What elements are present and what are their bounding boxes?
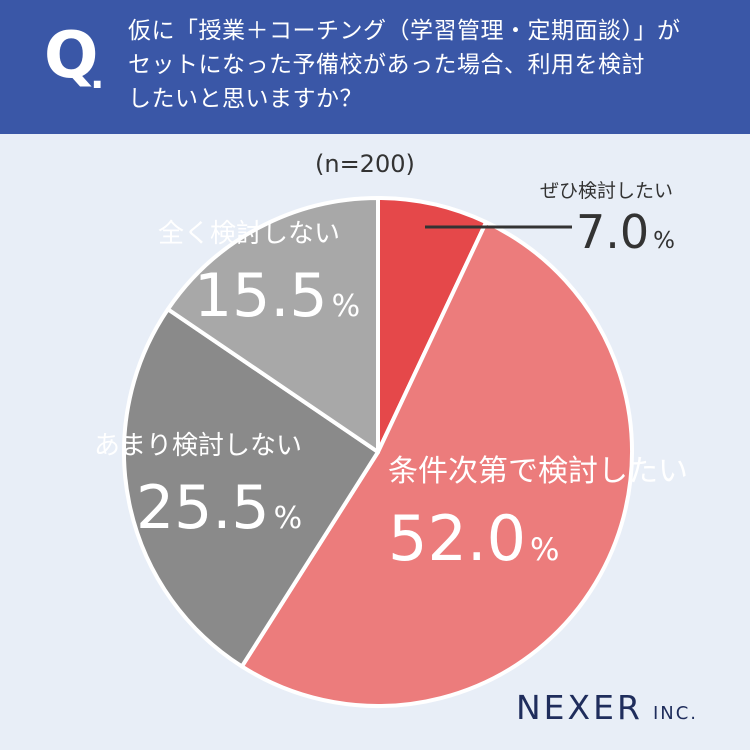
slice-value: 15.5 [194,261,328,331]
percent-unit: % [653,228,676,254]
question-header: Q . 仮に「授業＋コーチング（学習管理・定期面談）」が セットになった予備校が… [0,0,750,134]
question-line: したいと思いますか？ [128,86,363,112]
pie-slices [122,196,634,708]
slice-value: 52.0 [388,502,527,575]
question-line: 仮に「授業＋コーチング（学習管理・定期面談）」が [128,18,681,44]
slice-conditional [239,220,634,708]
percent-unit: % [273,501,303,536]
sample-size: (n=200) [315,150,415,178]
question-line: セットになった予備校があった場合、利用を検討 [128,52,645,78]
slice-percent: 7.0% [576,209,675,255]
percent-unit: % [530,532,560,568]
slice-name: 条件次第で検討したい [388,454,688,489]
slice-value: 7.0 [576,205,650,259]
percent-unit: % [331,289,361,324]
slice-name: あまり検討しない [94,431,303,461]
logo-main: NEXER [516,688,643,727]
question-mark: Q [44,19,99,93]
slice-percent: 25.5% [136,478,302,538]
slice-want [376,196,489,454]
slice-label-conditional: 条件次第で検討したい 52.0% [388,446,688,570]
slice-percent: 52.0% [388,508,688,570]
question-mark-dot: . [90,53,105,97]
slice-label-none: 全く検討しない 15.5% [158,213,360,326]
slice-value: 25.5 [136,473,270,543]
slice-name: ぜひ検討したい [540,180,674,202]
slice-label-little: あまり検討しない 25.5% [94,425,302,538]
slice-label-want: ぜひ検討したい 7.0% [540,176,675,255]
logo-suffix: INC. [652,703,699,724]
slice-none [165,196,380,454]
slice-name: 全く検討しない [158,219,341,249]
slice-little [122,307,380,669]
nexer-logo: NEXER INC. [516,688,698,727]
question-text: 仮に「授業＋コーチング（学習管理・定期面談）」が セットになった予備校があった場… [128,14,728,116]
slice-percent: 15.5% [194,266,360,326]
